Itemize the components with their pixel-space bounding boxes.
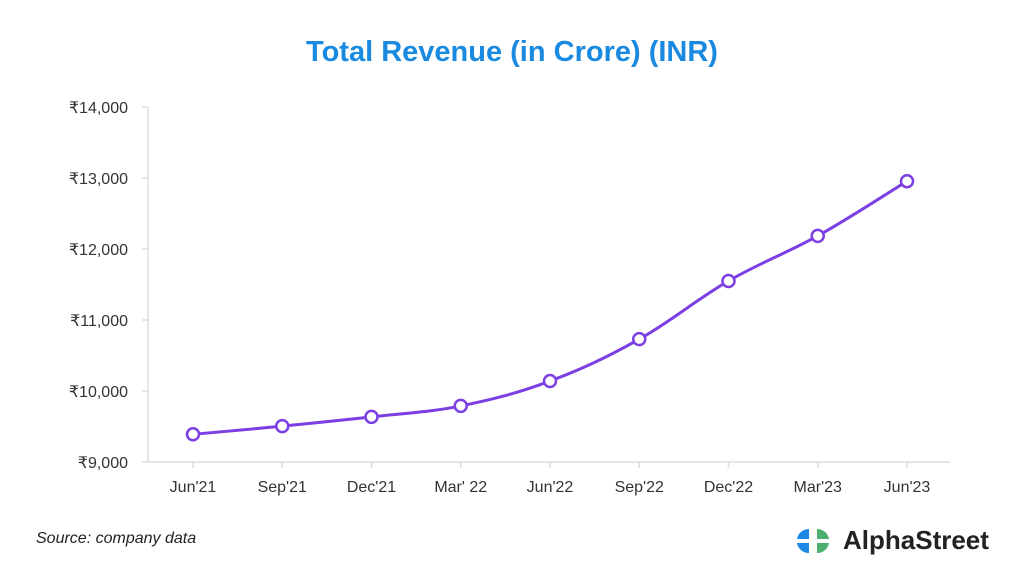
- x-tick-label: Jun'23: [884, 479, 931, 496]
- alphastreet-logo: AlphaStreet: [795, 525, 989, 556]
- y-tick-label: ₹11,000: [70, 313, 128, 330]
- chart-title: Total Revenue (in Crore) (INR): [306, 36, 718, 68]
- data-point: [275, 418, 290, 434]
- data-point: [810, 228, 825, 244]
- y-tick-label: ₹12,000: [69, 242, 128, 259]
- data-point: [542, 373, 558, 389]
- x-tick-label: Jun'21: [170, 479, 217, 496]
- y-tick-label: ₹10,000: [69, 384, 128, 401]
- x-tick-label: Dec'22: [704, 479, 753, 496]
- x-tick-label: Dec'21: [347, 479, 396, 496]
- x-tick-label: Mar' 22: [434, 479, 487, 496]
- x-tick-label: Mar'23: [794, 479, 843, 496]
- data-point: [899, 173, 915, 189]
- x-tick-label: Sep'21: [258, 479, 307, 496]
- data-point: [632, 331, 647, 347]
- data-point: [453, 398, 468, 414]
- brand-name: AlphaStreet: [843, 525, 989, 555]
- x-tick-label: Jun'22: [527, 479, 574, 496]
- data-point: [185, 427, 201, 442]
- y-tick-label: ₹9,000: [78, 455, 128, 472]
- source-note: Source: company data: [36, 530, 197, 547]
- x-tick-label: Sep'22: [615, 479, 664, 496]
- alphastreet-logo-icon: [797, 528, 829, 553]
- data-point: [721, 273, 736, 289]
- y-tick-label: ₹13,000: [69, 171, 128, 188]
- data-point: [364, 409, 379, 425]
- revenue-line: [192, 179, 908, 436]
- y-tick-label: ₹14,000: [69, 100, 128, 117]
